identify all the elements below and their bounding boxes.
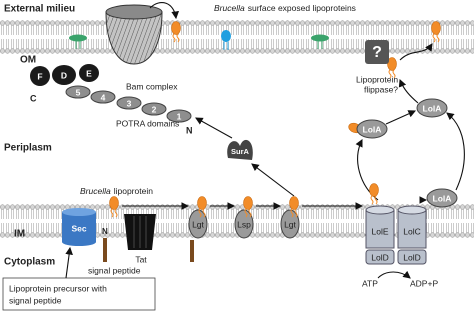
tat-detail [133,216,147,248]
sec-top [62,208,96,216]
region-label: External milieu [4,4,75,15]
lipoprotein [369,183,379,205]
n-terminus: N [102,227,108,236]
n-terminus: N [186,125,193,135]
lsp-label: Lsp [237,219,251,229]
atp-label: ATP [362,278,378,288]
subunit-label: C [30,93,37,103]
arrow [251,163,295,197]
potra-domain [65,85,91,99]
sura [227,139,253,160]
title-text: surface exposed lipoproteins [248,3,356,13]
arrow [398,78,419,104]
membrane-label: IM [14,229,25,240]
lola-label: LolA [363,124,382,134]
potra-label: 5 [76,87,81,97]
bam-subunit [79,64,99,82]
lolc-top [397,205,427,215]
potra-caption: POTRA domains [116,118,179,128]
lold [397,249,427,265]
potra-label: 1 [177,111,182,121]
note-text: Lipoprotein precursor with [9,283,107,293]
om-protein-anchor [317,41,323,49]
bam-subunit [30,66,50,86]
signal-peptide [103,238,107,262]
signal-peptide [190,240,194,262]
region-label: Cytoplasm [4,257,55,268]
arrow [399,43,433,61]
lole-label: LolE [371,226,388,236]
lgt-label: Lgt [284,219,296,229]
lgt [188,209,208,239]
arrow [195,117,233,139]
lola-label: LolA [423,103,442,113]
flippase-symbol: ? [372,44,382,61]
sura-label: SurA [231,147,250,156]
im-lipoprotein-label: Brucella lipoprotein [80,186,153,196]
om-protein-anchor [75,41,81,49]
signal-peptide-label: signal peptide [88,265,141,275]
potra-label: 4 [101,92,106,102]
bam-subunit [52,65,76,85]
lold [365,249,395,265]
om-protein [69,34,87,42]
note-box [2,277,156,311]
tat-label: Tat [135,254,147,264]
sec [62,238,96,246]
lolc [397,209,427,249]
species: Brucella [80,186,111,196]
subunit-label: E [86,68,92,78]
potra-label: 3 [127,98,132,108]
species: Brucella [214,3,245,13]
om-protein-anchor [223,42,229,50]
potra-domain [141,102,167,116]
note-text: signal peptide [9,295,62,305]
lolc-label: LolC [403,226,420,236]
lole-top [365,205,395,215]
lold-label: LolD [403,252,420,262]
flippase-box [365,40,389,64]
arrow [377,270,411,279]
bam-barrel-strands [106,12,162,64]
om-protein [221,30,231,42]
surface-title: Brucella surface exposed lipoproteins [214,3,356,13]
arrow [149,2,179,20]
sec-label: Sec [71,223,86,233]
lgt-label: Lgt [192,219,204,229]
lold-label: LolD [371,252,388,262]
arrow [446,112,465,191]
arrow [385,110,417,125]
subunit-label: D [61,70,67,80]
region-label: Periplasm [4,143,52,154]
lole [365,209,395,249]
om-protein [311,34,329,42]
bam-barrel-top [105,4,163,20]
flippase-label: flippase? [364,84,398,94]
lipoprotein-text: lipoprotein [114,186,153,196]
lola-label: LolA [433,193,452,203]
arrow [65,246,73,279]
membrane-label: OM [20,55,36,66]
lsp [234,209,254,239]
potra-domain [166,109,192,123]
subunit-label: F [37,71,42,81]
potra-label: 2 [152,104,157,114]
lgt [280,209,300,239]
bam-label: Bam complex [126,81,178,91]
adp-label: ADP+P [410,278,438,288]
potra-domain [90,90,116,104]
lola [416,98,448,118]
flippase-label: Lipoprotein [356,74,398,84]
lola [356,119,388,139]
sec [62,212,96,242]
potra-domain [116,96,142,110]
